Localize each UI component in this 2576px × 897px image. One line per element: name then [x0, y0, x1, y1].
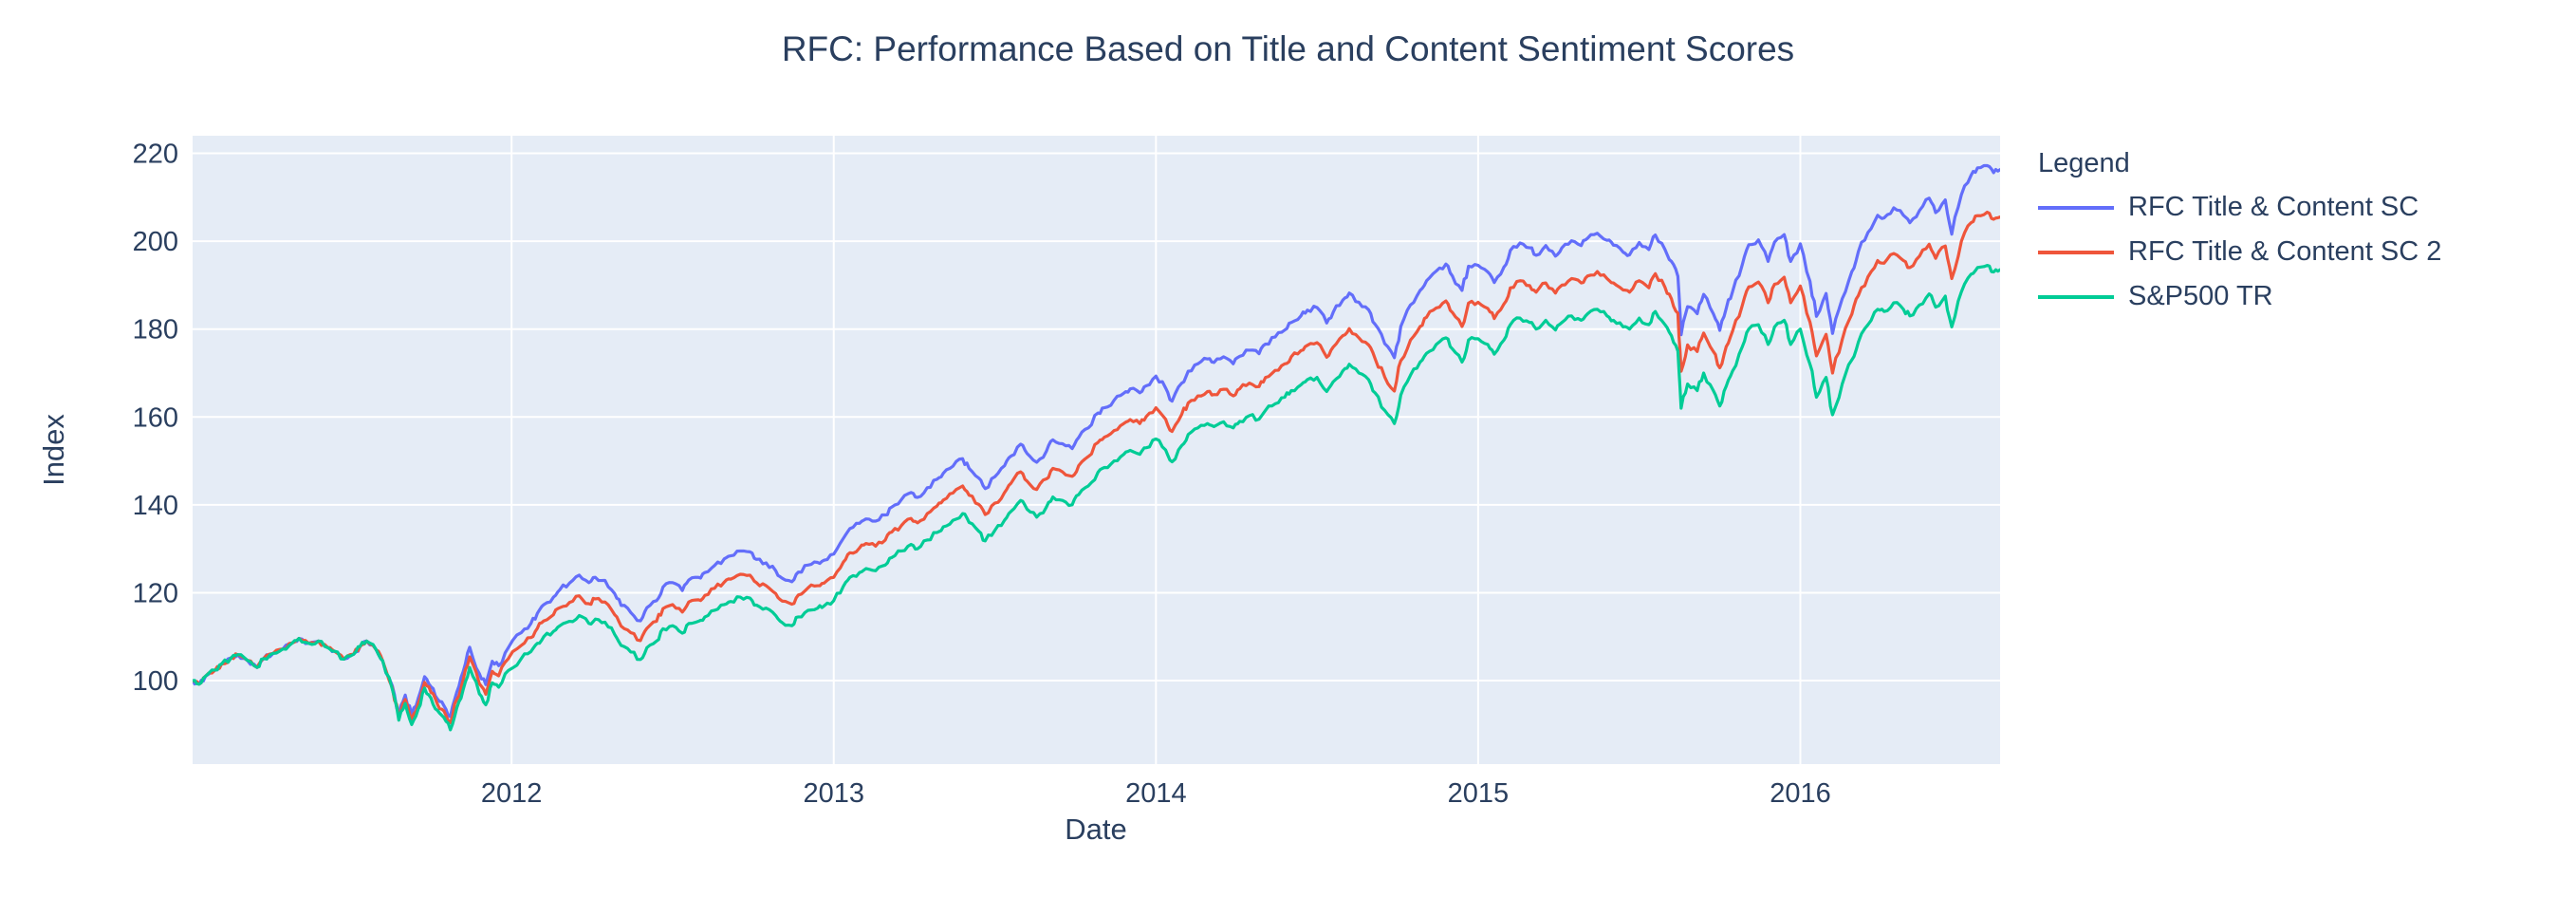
series-line-rfc-title-content-sc-2 [193, 210, 2000, 725]
y-tick-label: 140 [133, 491, 178, 521]
y-axis-title: Index [37, 414, 70, 486]
series-line-rfc-title-content-sc [193, 163, 2000, 719]
x-tick-label: 2014 [1125, 778, 1187, 809]
x-tick-label: 2015 [1448, 778, 1510, 809]
legend-line-swatch [2038, 294, 2114, 299]
y-tick-label: 200 [133, 227, 178, 257]
x-tick-label: 2016 [1770, 778, 1831, 809]
x-tick-label: 2013 [803, 778, 864, 809]
series-line-s-p500-tr [193, 263, 2000, 732]
y-tick-label: 180 [133, 315, 178, 346]
legend-line-swatch [2038, 250, 2114, 254]
legend-item-rfc-title-content-sc-2[interactable]: RFC Title & Content SC 2 [2038, 230, 2441, 274]
legend-item-label: S&P500 TR [2128, 281, 2273, 311]
series-group [193, 163, 2000, 732]
legend-line-swatch [2038, 205, 2114, 210]
y-tick-label: 160 [133, 402, 178, 433]
y-tick-label: 220 [133, 140, 178, 170]
legend-items: RFC Title & Content SC RFC Title & Conten… [2038, 185, 2441, 319]
legend-item-label: RFC Title & Content SC [2128, 192, 2419, 222]
y-tick-label: 120 [133, 578, 178, 608]
legend-item-rfc-title-content-sc[interactable]: RFC Title & Content SC [2038, 185, 2441, 230]
legend: Legend RFC Title & Content SC RFC Title &… [2038, 148, 2441, 319]
legend-item-s-p500-tr[interactable]: S&P500 TR [2038, 274, 2441, 319]
chart-title: RFC: Performance Based on Title and Cont… [781, 29, 1795, 68]
y-tick-label: 100 [133, 666, 178, 697]
legend-item-label: RFC Title & Content SC 2 [2128, 236, 2442, 267]
x-axis-title: Date [1065, 813, 1127, 846]
x-tick-label: 2012 [481, 778, 543, 809]
legend-title: Legend [2038, 148, 2130, 178]
